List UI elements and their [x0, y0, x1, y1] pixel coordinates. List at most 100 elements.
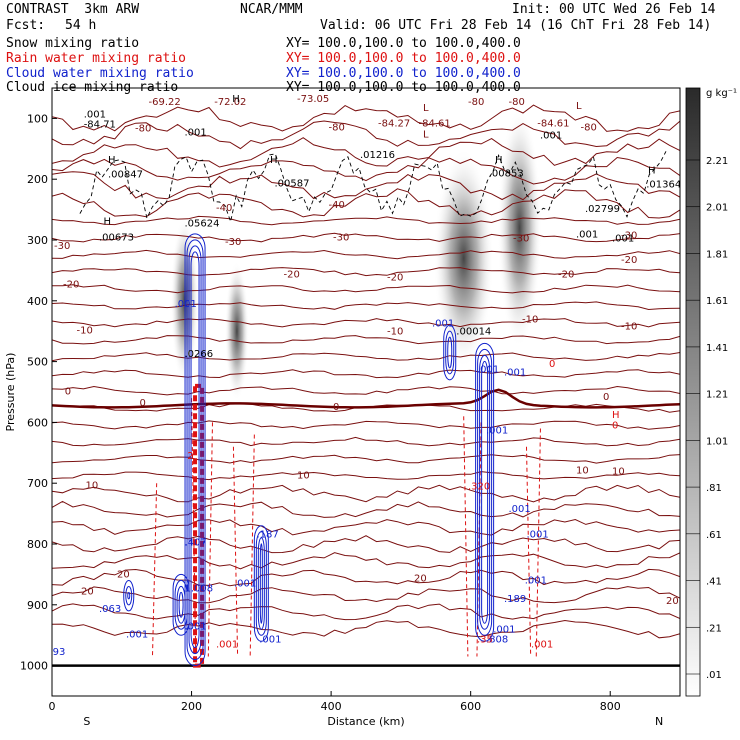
temperature-label-1: -72.02 — [214, 97, 246, 108]
temperature-contour-16 — [52, 385, 680, 396]
legend-cloud-xy: XY= 100.0,100.0 to 100.0,400.0 — [286, 66, 521, 81]
cloud-label-5: .93 — [50, 647, 66, 658]
temperature-contour-15 — [52, 369, 680, 379]
cloud-water-contour-0-0 — [184, 233, 206, 667]
legend-snow-xy: XY= 100.0,100.0 to 100.0,400.0 — [286, 36, 521, 51]
temperature-label-20: -20 — [387, 273, 403, 284]
extremum-marker-3: H — [495, 155, 503, 166]
extremum-marker-5: H — [104, 216, 112, 227]
ice-label-11: .001 — [612, 234, 634, 245]
temperature-contour-13 — [52, 335, 680, 345]
colorbar-label-3: 1.61 — [706, 296, 728, 307]
ice-label-6: .00853 — [489, 168, 524, 179]
temperature-label-4: -80 — [509, 97, 525, 108]
temperature-label-12: -40 — [329, 200, 345, 211]
ice-label-13: .05624 — [185, 218, 220, 229]
rain-label-3: .001 — [531, 640, 553, 651]
cloud-label-15: .001 — [185, 621, 207, 632]
colorbar-label-10: .21 — [706, 623, 722, 634]
rain-contour-1 — [191, 398, 197, 657]
temperature-contour-23 — [52, 500, 680, 518]
temperature-contour-11 — [52, 301, 680, 311]
ice-label-1: .001 — [84, 109, 106, 120]
y-tick-label-7: 800 — [27, 538, 48, 551]
temperature-contour-19 — [52, 436, 680, 447]
ice-label-5: .01216 — [360, 150, 395, 161]
cloud-water-contour-2-2 — [479, 354, 491, 630]
extremum-marker-0: H — [232, 94, 240, 105]
y-tick-label-4: 500 — [27, 356, 48, 369]
header-project: CONTRAST 3km ARW — [6, 2, 140, 17]
ice-label-8: .01364 — [646, 180, 681, 191]
temperature-label-0: -69.22 — [149, 97, 181, 108]
temperature-label-3: -80 — [468, 97, 484, 108]
cloud-water-contour-4-0 — [172, 573, 190, 636]
temperature-label-34: 10 — [612, 466, 625, 477]
cloud-label-19: .187 — [257, 530, 279, 541]
legend-rain-xy: XY= 100.0,100.0 to 100.0,400.0 — [286, 51, 521, 66]
temperature-label-33: 10 — [576, 465, 589, 476]
y-tick-label-9: 1000 — [20, 660, 48, 673]
x-end-label-right: N — [655, 715, 663, 728]
colorbar-label-2: 1.81 — [706, 249, 728, 260]
temperature-label-37: 20 — [414, 573, 427, 584]
y-tick-label-5: 600 — [27, 416, 48, 429]
temperature-contour-18 — [52, 420, 680, 430]
cloud-water-contour-2-3 — [481, 360, 489, 624]
cloud-water-contour-5-2 — [127, 591, 131, 600]
colorbar-label-1: 2.01 — [706, 203, 728, 214]
cloud-ice-contour — [79, 151, 667, 224]
temperature-label-16: -30 — [513, 234, 529, 245]
cloud-label-12: .808 — [486, 635, 508, 646]
colorbar-label-0: 2.21 — [706, 156, 728, 167]
cloud-water-contour-5-0 — [123, 579, 135, 612]
rain-label-0: 0 — [612, 420, 618, 431]
rain-label-7: 2 — [187, 451, 193, 462]
temperature-contour-26 — [52, 552, 680, 570]
plot-frame — [51, 87, 681, 697]
y-tick-label-8: 900 — [27, 599, 48, 612]
header-valid: Valid: 06 UTC Fri 28 Feb 14 (16 ChT Fri … — [320, 18, 712, 33]
x-end-label-left: S — [83, 715, 90, 728]
temperature-contour-8 — [52, 249, 680, 260]
extremum-marker-8: L — [423, 130, 429, 141]
x-axis-title: Distance (km) — [327, 715, 404, 728]
temperature-contour-30 — [52, 619, 680, 639]
temperature-label-19: -20 — [284, 269, 300, 280]
temperature-label-5: -84.27 — [378, 118, 410, 129]
cloud-water-contour-5-1 — [125, 585, 133, 606]
cloud-label-1: .001 — [234, 579, 256, 590]
rain-contour-7 — [525, 446, 532, 657]
temperature-label-31: 10 — [86, 481, 99, 492]
ice-label-3: .001 — [185, 128, 207, 139]
cloud-water-contour-3-1 — [445, 330, 455, 375]
temperature-contour-0 — [52, 104, 680, 132]
cloud-water-contour-2-1 — [477, 348, 493, 636]
y-axis-title: Pressure (hPa) — [4, 353, 17, 432]
temperature-contour-3 — [52, 156, 680, 185]
y-tick-label-0: 100 — [27, 112, 48, 125]
cloud-water-contour-1-0 — [253, 525, 269, 642]
cloud-label-16: .001 — [486, 426, 508, 437]
temperature-label-13: -30 — [54, 241, 70, 252]
temperature-label-7: -84.61 — [537, 118, 569, 129]
cloud-label-13: .001 — [525, 575, 547, 586]
contour-labels: -69.22 -72.02 -73.05 -80 -80 -84.27 -84.61 -84.… — [50, 94, 681, 658]
cloud-water-contour-1-3 — [259, 543, 263, 624]
cloud-water-contour-1-1 — [255, 531, 267, 636]
cloud-water-contour-4-2 — [176, 585, 186, 624]
temperature-label-18: -20 — [63, 280, 79, 291]
temperature-label-17: -30 — [621, 231, 637, 242]
cloud-label-3: .063 — [99, 604, 121, 615]
legend-snow-name: Snow mixing ratio — [6, 36, 140, 51]
extremum-marker-2: H — [270, 155, 278, 166]
rain-contour-5 — [463, 416, 469, 657]
colorbar-unit: g kg⁻¹ — [706, 88, 737, 99]
cloud-water-contour-1-2 — [257, 537, 265, 630]
snow-field — [170, 107, 542, 402]
header-center: NCAR/MMM — [240, 2, 303, 17]
temperature-label-28: 0 — [140, 398, 146, 409]
colorbar-label-5: 1.21 — [706, 390, 728, 401]
temperature-label-36: 20 — [117, 569, 130, 580]
temperature-contour-14 — [52, 352, 680, 362]
